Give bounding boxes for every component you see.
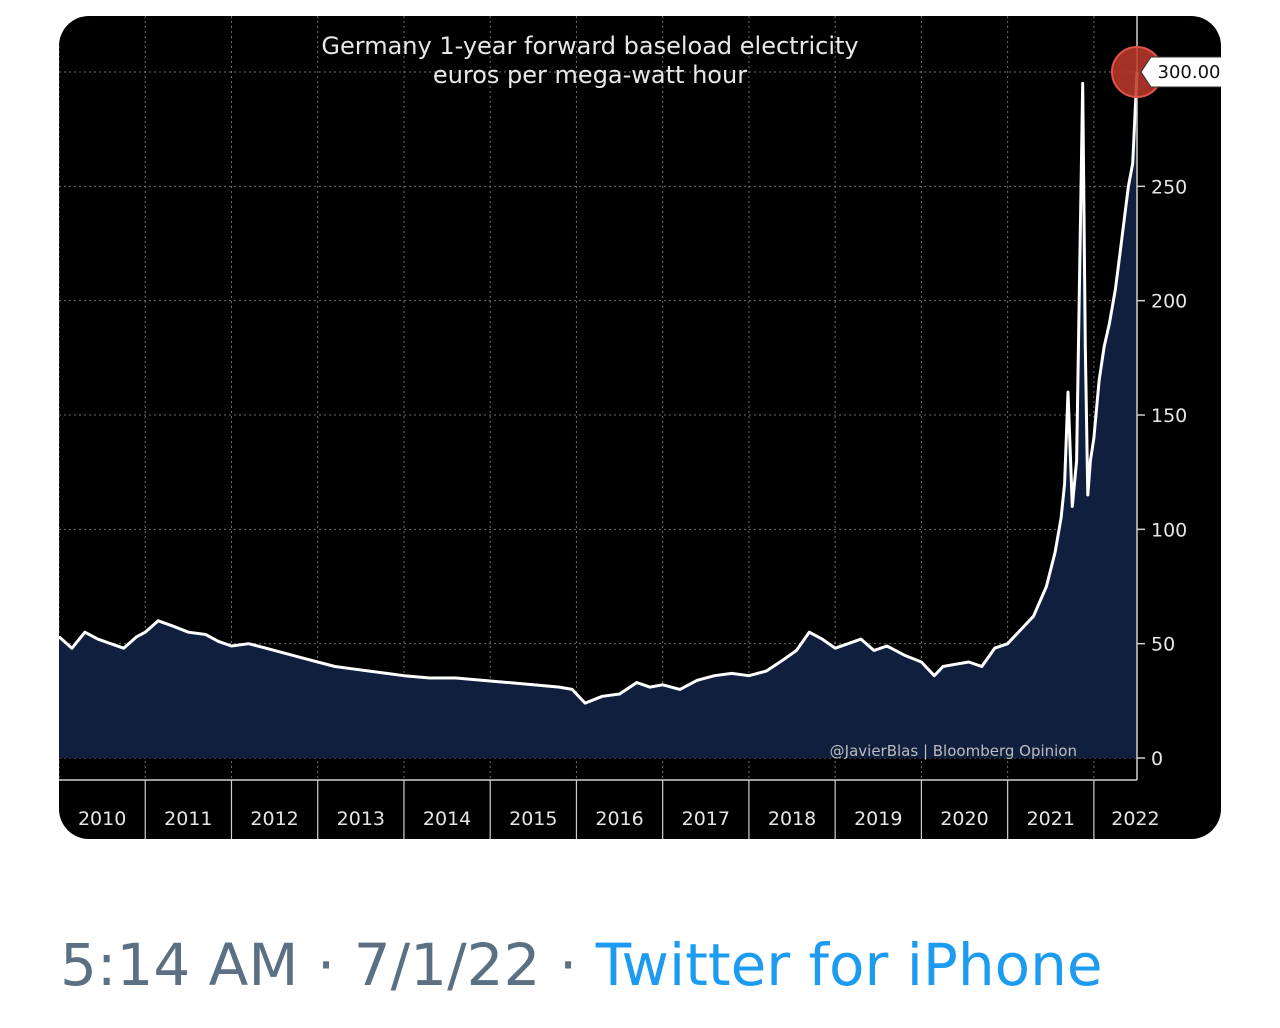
y-tick-label: 50 — [1151, 634, 1175, 656]
meta-separator: · — [316, 931, 336, 999]
x-tick-label: 2013 — [337, 808, 385, 830]
y-axis-ticks: 0 50 100 150 200 250 — [1137, 176, 1187, 770]
meta-separator: · — [558, 931, 578, 999]
y-tick-label: 150 — [1151, 405, 1187, 427]
y-tick-label: 250 — [1151, 176, 1187, 198]
x-tick-label: 2014 — [423, 808, 471, 830]
last-value-badge — [1140, 56, 1221, 88]
x-tick-label: 2020 — [940, 808, 988, 830]
x-tick-label: 2012 — [250, 808, 298, 830]
x-tick-label: 2022 — [1111, 808, 1159, 830]
x-tick-label: 2010 — [78, 808, 126, 830]
x-tick-label: 2017 — [682, 808, 730, 830]
chart-credit: @JavierBlas | Bloomberg Opinion — [830, 742, 1077, 760]
y-tick-label: 0 — [1151, 748, 1163, 770]
y-tick-label: 200 — [1151, 291, 1187, 313]
chart-subtitle: euros per mega-watt hour — [433, 61, 747, 89]
x-tick-label: 2019 — [854, 808, 902, 830]
chart: 2010 2011 2012 2013 2014 2015 2016 2017 2018 2019… — [59, 16, 1221, 839]
tweet-time[interactable]: 5:14 AM — [60, 931, 299, 999]
x-tick-label: 2011 — [164, 808, 212, 830]
chart-title: Germany 1-year forward baseload electric… — [321, 32, 858, 60]
tweet-date[interactable]: 7/1/22 — [353, 931, 541, 999]
chart-card[interactable]: 2010 2011 2012 2013 2014 2015 2016 2017 2018 2019… — [59, 16, 1221, 839]
tweet-source-link[interactable]: Twitter for iPhone — [595, 931, 1103, 999]
y-tick-label: 100 — [1151, 519, 1187, 541]
x-tick-label: 2016 — [595, 808, 643, 830]
x-tick-label: 2018 — [768, 808, 816, 830]
area-fill — [59, 72, 1137, 758]
price-line — [59, 71, 1139, 705]
last-value-label: 300.00 — [1158, 62, 1221, 83]
x-axis-labels: 2010 2011 2012 2013 2014 2015 2016 2017 2018 2019… — [78, 780, 1160, 839]
tweet-meta: 5:14 AM · 7/1/22 · Twitter for iPhone — [60, 925, 1103, 1005]
x-tick-label: 2021 — [1027, 808, 1075, 830]
x-tick-label: 2015 — [509, 808, 557, 830]
